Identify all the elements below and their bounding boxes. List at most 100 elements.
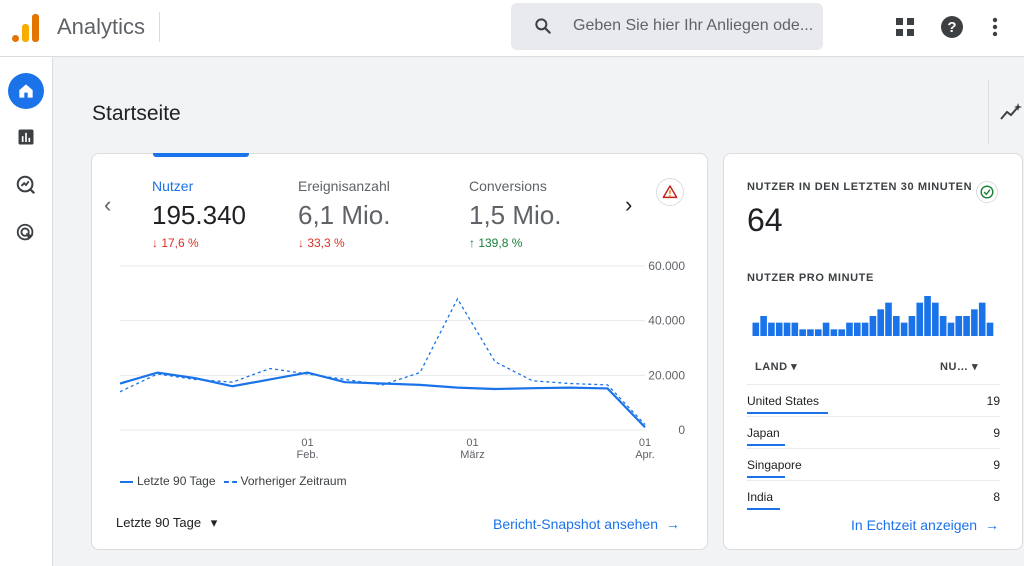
- apps-grid-icon[interactable]: [893, 15, 917, 39]
- per-minute-bar-chart: [752, 296, 994, 336]
- insights-icon: [1000, 103, 1022, 120]
- more-vert-icon[interactable]: [983, 15, 1007, 39]
- divider: [159, 12, 160, 42]
- sidebar: [0, 57, 53, 566]
- arrow-right-icon: →: [984, 517, 999, 533]
- help-icon[interactable]: ?: [940, 15, 964, 39]
- search-box[interactable]: Geben Sie hier Ihr Anliegen ode...: [511, 3, 823, 50]
- metric-value: 1,5 Mio.: [469, 200, 562, 230]
- table-row[interactable]: United States 19: [747, 384, 1000, 416]
- minute-bar: [924, 296, 931, 336]
- metric-value: 195.340: [152, 200, 246, 230]
- active-tab-indicator: [153, 153, 249, 157]
- minute-bar: [932, 302, 939, 336]
- top-bar: Analytics Geben Sie hier Ihr Anliegen od…: [0, 0, 1024, 57]
- minute-bar: [963, 316, 970, 336]
- minute-bar: [791, 322, 799, 336]
- bar-chart-icon: [18, 129, 34, 145]
- share-bar: [747, 444, 785, 446]
- advertising-icon: [16, 223, 34, 241]
- minute-bar: [893, 316, 900, 336]
- svg-text:?: ?: [947, 19, 956, 36]
- user-count: 8: [993, 490, 1000, 504]
- warning-icon[interactable]: [656, 178, 684, 206]
- check-circle-icon: [976, 181, 998, 203]
- app-title: Analytics: [57, 14, 146, 39]
- view-snapshot-link[interactable]: Bericht-Snapshot ansehen →: [493, 516, 680, 532]
- nav-advertising[interactable]: [8, 215, 44, 251]
- search-icon: [535, 18, 551, 34]
- user-count: 9: [993, 458, 1000, 472]
- minute-bar: [916, 302, 924, 336]
- search-placeholder: Geben Sie hier Ihr Anliegen ode...: [573, 17, 814, 34]
- minute-bar: [939, 316, 947, 336]
- metric-users[interactable]: Nutzer 195.340 ↓ 17,6 %: [152, 178, 246, 250]
- minute-bar: [760, 316, 767, 336]
- metric-value: 6,1 Mio.: [298, 200, 391, 230]
- country-name: India: [747, 490, 774, 504]
- analytics-logo[interactable]: [12, 12, 40, 42]
- explore-icon: [16, 175, 36, 195]
- chevron-left-icon[interactable]: ‹: [104, 192, 112, 217]
- x-tick-label: 01: [466, 437, 478, 449]
- x-tick-label: 01: [301, 437, 313, 449]
- minute-bar: [822, 322, 830, 336]
- minute-bar: [814, 329, 822, 336]
- table-row[interactable]: India 8: [747, 480, 1000, 512]
- nav-home[interactable]: [8, 73, 44, 109]
- share-bar: [747, 508, 780, 510]
- user-count: 19: [986, 394, 1000, 408]
- country-name: Singapore: [747, 458, 802, 472]
- minute-bar: [971, 309, 978, 336]
- chevron-right-icon[interactable]: ›: [625, 192, 633, 217]
- minute-bar: [955, 316, 963, 336]
- realtime-user-count: 64: [747, 202, 783, 238]
- minute-bar: [877, 309, 885, 336]
- minute-bar: [752, 322, 760, 336]
- chart-legend: Letzte 90 Tage Vorheriger Zeitraum: [120, 474, 347, 488]
- per-minute-label: NUTZER PRO MINUTE: [747, 272, 874, 284]
- y-tick-label: 20.000: [648, 368, 685, 382]
- minute-bar: [869, 316, 877, 336]
- column-header-users[interactable]: NU… ▾: [940, 361, 978, 373]
- table-row[interactable]: Japan 9: [747, 416, 1000, 448]
- minute-bar: [830, 329, 838, 336]
- realtime-card: NUTZER IN DEN LETZTEN 30 MINUTEN 64 NUTZ…: [723, 153, 1023, 550]
- user-count: 9: [993, 426, 1000, 440]
- minute-bar: [978, 302, 986, 336]
- page-title: Startseite: [92, 102, 181, 125]
- metric-label: Nutzer: [152, 178, 194, 194]
- minute-bar: [846, 322, 853, 336]
- metric-label: Conversions: [469, 178, 547, 194]
- nav-reports[interactable]: [8, 119, 44, 155]
- home-icon: [19, 84, 33, 98]
- nav-explore[interactable]: [8, 167, 44, 203]
- arrow-right-icon: →: [665, 516, 680, 532]
- date-range-label: Letzte 90 Tage: [116, 515, 202, 530]
- overview-card: ‹ › Nutzer 195.340 ↓ 17,6 % Ereignisanza…: [91, 153, 708, 550]
- metric-conversions[interactable]: Conversions 1,5 Mio. ↑ 139,8 %: [469, 178, 562, 250]
- y-tick-label: 60.000: [648, 259, 685, 273]
- minute-bar: [775, 322, 783, 336]
- realtime-title: NUTZER IN DEN LETZTEN 30 MINUTEN: [747, 181, 973, 193]
- view-realtime-link[interactable]: In Echtzeit anzeigen →: [851, 517, 999, 533]
- legend-current: Letzte 90 Tage: [120, 474, 216, 488]
- minute-bar: [807, 329, 814, 336]
- minute-bar: [900, 322, 908, 336]
- minute-bar: [853, 322, 861, 336]
- column-header-country[interactable]: LAND ▾: [755, 361, 798, 373]
- insights-panel-toggle[interactable]: [988, 80, 1024, 144]
- metric-events[interactable]: Ereignisanzahl 6,1 Mio. ↓ 33,3 %: [298, 178, 391, 250]
- series-line-previous: [119, 297, 646, 425]
- x-tick-label: 01: [639, 437, 651, 449]
- minute-bar: [861, 322, 869, 336]
- date-range-dropdown[interactable]: Letzte 90 Tage ▾: [116, 515, 217, 531]
- series-line-current: [119, 371, 646, 429]
- share-bar: [747, 412, 828, 414]
- table-row[interactable]: Singapore 9: [747, 448, 1000, 480]
- metric-label: Ereignisanzahl: [298, 178, 390, 194]
- metric-delta: ↓ 17,6 %: [152, 236, 199, 250]
- minute-bar: [908, 316, 916, 336]
- legend-previous: Vorheriger Zeitraum: [223, 474, 347, 488]
- country-name: United States: [747, 394, 820, 408]
